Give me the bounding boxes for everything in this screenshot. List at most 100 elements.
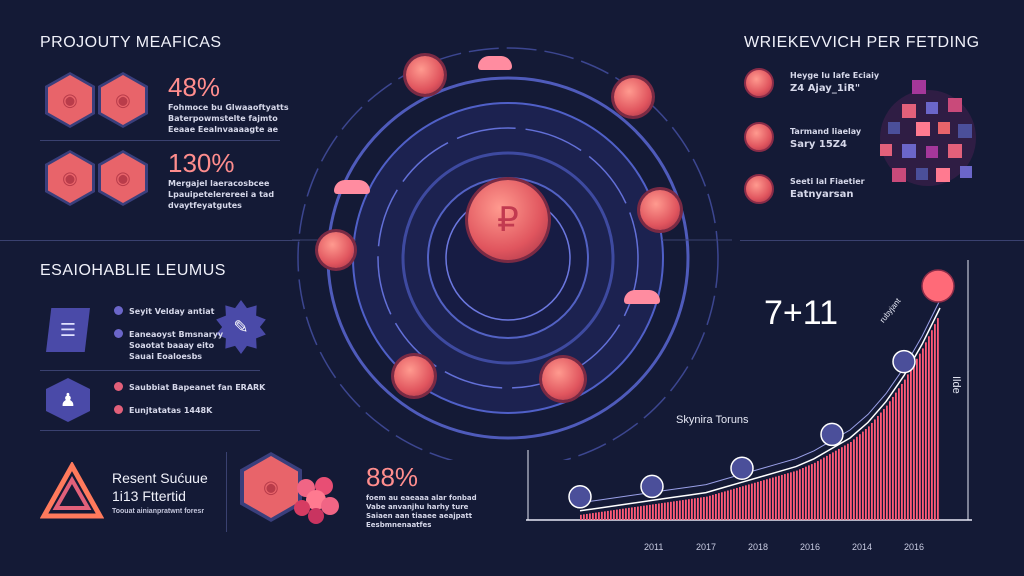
area-bar [646, 505, 648, 520]
cloud-icon [334, 180, 370, 194]
area-bar [847, 443, 849, 520]
stat-text: foem au eaeaaa alar fonbad Vabe anvanjhu… [366, 494, 477, 530]
area-bar [877, 416, 879, 520]
series-line-secondary [579, 299, 941, 504]
area-bar [922, 348, 924, 520]
area-bar [880, 412, 882, 520]
hex-badge: ◉ [98, 72, 148, 128]
area-bar [769, 478, 771, 520]
area-bar [865, 429, 867, 520]
area-bar [718, 493, 720, 520]
area-bar [586, 513, 588, 520]
area-bar [715, 494, 717, 520]
area-bar [733, 488, 735, 520]
area-bar [901, 383, 903, 520]
bullet-icon [114, 306, 123, 315]
area-bar [682, 500, 684, 520]
bullet-icon [114, 405, 123, 414]
area-bar [583, 514, 585, 520]
list-item: Eunjtatatas 1448K [114, 405, 265, 416]
area-bar [601, 511, 603, 520]
area-bar [700, 497, 702, 520]
area-bar [808, 465, 810, 520]
area-bar [772, 477, 774, 520]
area-bar [757, 481, 759, 520]
x-tick-label: 2011 [644, 542, 663, 552]
area-bar [640, 506, 642, 520]
area-bar [703, 497, 705, 520]
stat-line: Lpauipetelerereei a tad [168, 190, 275, 199]
area-bar [643, 505, 645, 520]
area-bar [625, 508, 627, 520]
area-bar [622, 508, 624, 520]
section-title: ESAIOHABLIE LEUMUS [40, 262, 226, 279]
divider [40, 370, 260, 371]
area-bar [742, 486, 744, 520]
area-bar [727, 490, 729, 520]
area-bar [823, 457, 825, 520]
area-bar [793, 471, 795, 520]
area-bar [730, 489, 732, 520]
orbit-coin [394, 356, 434, 396]
area-bar [709, 495, 711, 520]
orbit-coin [640, 190, 680, 230]
area-bar [658, 503, 660, 520]
orbit-coin [614, 78, 652, 116]
cloud-icon [624, 290, 660, 304]
area-bar [598, 512, 600, 520]
list-coin [744, 174, 774, 204]
list-item: Heyge Iu Iafe Eciaiy Z4 Ajay_1iR" [790, 71, 880, 94]
vertical-divider [226, 452, 227, 532]
list-item: Tarmand liaelay Sary 15Z4 [790, 127, 862, 150]
area-bar [760, 481, 762, 520]
stat-line: Eesbmnenaatfes [366, 521, 432, 529]
chart-annotation: Skynira Toruns [676, 414, 749, 426]
stat-line: dvaytfeyatgutes [168, 201, 242, 210]
area-bar [799, 469, 801, 520]
list-item: Eaneaoyst Bmsnaryy Soaotat baaay eito Saua… [114, 329, 223, 362]
area-bar [613, 510, 615, 520]
area-bar [763, 480, 765, 520]
list-item: Seeti lal Fiaetier Eatnyarsan [790, 177, 865, 200]
x-tick-label: 2018 [748, 542, 768, 552]
area-bar [838, 448, 840, 520]
area-bar [925, 342, 927, 520]
hex-badge: ◉ [45, 72, 95, 128]
area-bar [790, 472, 792, 520]
stat-line: Mergajel laeracosbcee [168, 179, 270, 188]
area-bar [724, 491, 726, 520]
hex-badge: ◉ [45, 150, 95, 206]
coin-icon: ◉ [48, 75, 92, 125]
area-bar [778, 475, 780, 520]
area-bar [832, 452, 834, 520]
person-badge: ♟ [46, 378, 90, 422]
orbit-coin [318, 232, 354, 268]
list-item: Seyit Velday antiat [114, 306, 223, 317]
area-bar [616, 509, 618, 520]
area-bar [910, 369, 912, 520]
central-coin: ₽ [468, 180, 548, 260]
area-bar [685, 499, 687, 520]
area-bar [868, 426, 870, 520]
user-icon: ♟ [59, 389, 77, 411]
point-marker-chevron [568, 485, 592, 509]
area-bar [628, 507, 630, 520]
stat-value: 48% [168, 72, 221, 102]
area-bar [916, 358, 918, 520]
list: Seyit Velday antiat Eaneaoyst Bmsnaryy So… [114, 306, 223, 362]
area-bar [802, 468, 804, 520]
area-bar [712, 494, 714, 520]
area-bar [604, 511, 606, 520]
area-bar [898, 388, 900, 520]
area-bar [694, 498, 696, 520]
stat-line: foem au eaeaaa alar fonbad [366, 494, 477, 502]
area-bar [691, 498, 693, 520]
chart-ylabel: Ilde [950, 376, 962, 394]
area-bar [934, 324, 936, 520]
area-bar [781, 474, 783, 520]
block-title: Resent Sućuue [112, 470, 208, 486]
flower-icon [294, 477, 339, 524]
area-bar [820, 459, 822, 520]
area-bar [619, 509, 621, 520]
area-bar [919, 353, 921, 520]
